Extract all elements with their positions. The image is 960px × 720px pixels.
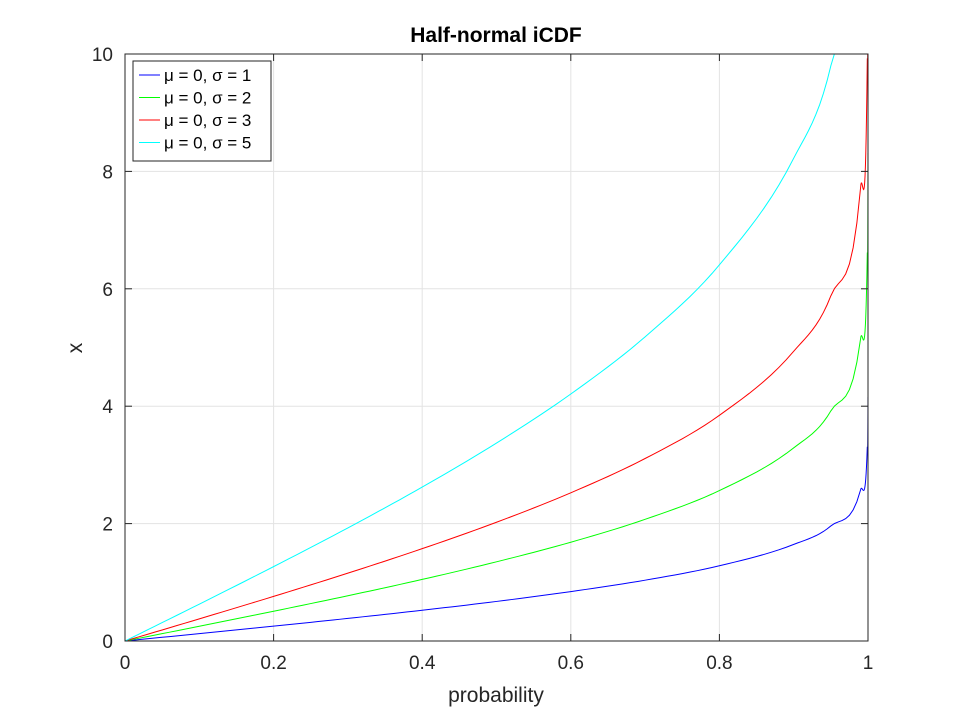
y-axis-label: x [64, 342, 87, 353]
y-tick-label: 2 [102, 515, 113, 536]
x-tick-label: 0.8 [706, 653, 732, 674]
x-tick-label: 0.4 [409, 653, 436, 674]
x-tick-label: 0.6 [558, 653, 584, 674]
series-layer [125, 54, 868, 641]
series-line-1 [125, 396, 868, 641]
series-line-2 [125, 152, 868, 641]
legend-entry-3: μ = 0, σ = 3 [164, 111, 251, 130]
y-tick-label: 0 [102, 632, 113, 653]
legend: μ = 0, σ = 1 μ = 0, σ = 2 μ = 0, σ = 3 μ = … [132, 60, 272, 162]
series-line-4 [125, 54, 835, 641]
series-line-3 [125, 54, 868, 641]
y-tick-label: 8 [102, 162, 113, 183]
x-tick-label: 1 [863, 653, 874, 674]
y-tick-label: 4 [102, 397, 113, 418]
y-tick-label: 6 [102, 280, 113, 301]
chart-title: Half-normal iCDF [410, 24, 582, 47]
legend-entry-2: μ = 0, σ = 2 [164, 89, 251, 108]
x-tick-label: 0.2 [260, 653, 286, 674]
plot-frame [124, 53, 869, 642]
legend-entry-1: μ = 0, σ = 1 [164, 66, 251, 85]
legend-box [132, 60, 272, 162]
y-tick-label: 10 [92, 45, 113, 66]
x-axis-label: probability [448, 684, 544, 707]
legend-entry-4: μ = 0, σ = 5 [164, 134, 251, 153]
x-tick-label: 0 [120, 653, 131, 674]
